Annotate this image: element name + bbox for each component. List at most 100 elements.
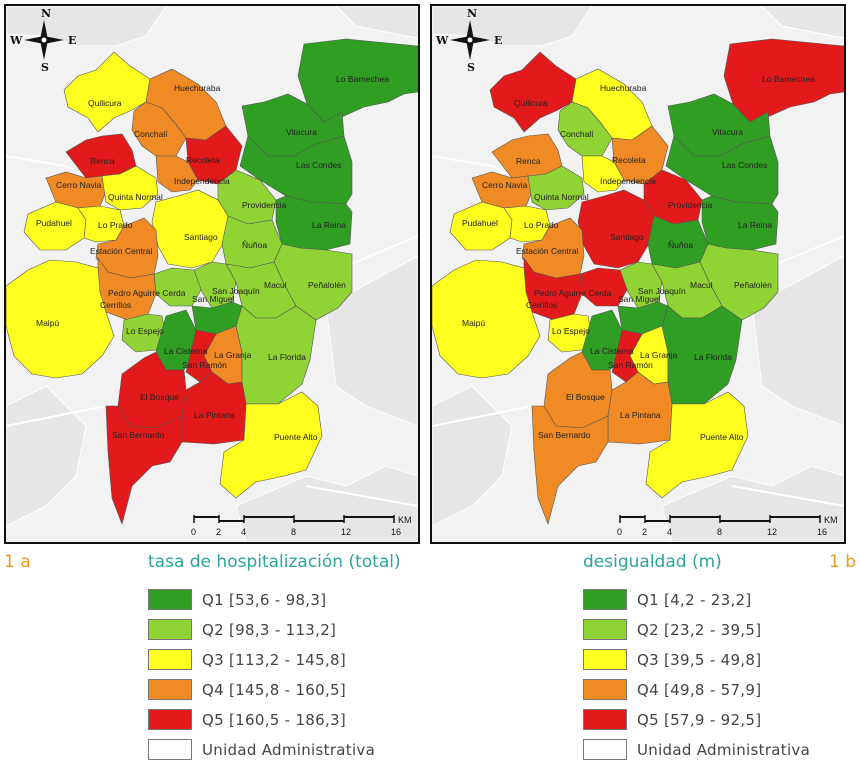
map-title-1b: desigualdad (m) (583, 552, 722, 572)
comuna-san-joaquin (193, 261, 237, 309)
comuna-label-maipu: Maipú (36, 318, 59, 328)
surrounding-terrain (325, 255, 418, 427)
comuna-labels: Lo Barnechea Quilicura Huechuraba Conchalí V… (462, 74, 815, 442)
comuna-label-pudahuel: Pudahuel (462, 218, 498, 228)
comuna-label-penalolen: Peñalolén (308, 280, 346, 290)
scale-tick-label: 8 (291, 527, 296, 537)
comuna-la-reina (701, 195, 779, 251)
comuna-la-reina (275, 195, 353, 251)
legend-swatch-q3 (583, 649, 627, 670)
comuna-label-puente-alto: Puente Alto (700, 432, 744, 442)
comuna-label-cerro-navia: Cerro Navia (56, 180, 102, 190)
scale-tick-label: 16 (817, 527, 827, 537)
choropleth-map-1b: Lo Barnechea Quilicura Huechuraba Conchalí V… (432, 6, 844, 542)
comuna-label-la-florida: La Florida (268, 352, 306, 362)
compass-rose-icon: N S E W (9, 7, 76, 74)
comuna-label-macul: Macul (264, 280, 287, 290)
comuna-label-nunoa: Ñuñoa (668, 240, 693, 250)
surrounding-terrain (235, 465, 418, 542)
comuna-label-renca: Renca (516, 156, 541, 166)
comuna-label-independencia: Independencia (600, 176, 656, 186)
scale-tick-label: 4 (241, 527, 246, 537)
scale-tick-label: 0 (191, 527, 196, 537)
scale-unit-label: KM (824, 515, 838, 525)
comuna-label-huechuraba: Huechuraba (174, 83, 221, 93)
comuna-label-la-cisterna: La Cisterna (590, 346, 634, 356)
legend-swatch-admin (583, 739, 627, 760)
comuna-pedro-aguirre-cerda (153, 267, 203, 307)
legend-label: Q5 [57,9 - 92,5] (637, 711, 762, 729)
road-line (345, 235, 418, 267)
comuna-label-las-condes: Las Condes (296, 160, 341, 170)
comuna-label-maipu: Maipú (462, 318, 485, 328)
comuna-independencia (581, 155, 625, 193)
comuna-label-lo-prado: Lo Prado (524, 220, 559, 230)
legend-swatch-q1 (583, 589, 627, 610)
legend-label: Q1 [4,2 - 23,2] (637, 591, 752, 609)
comuna-label-el-bosque: El Bosque (566, 392, 605, 402)
compass-letter-s: S (467, 61, 475, 74)
comuna-label-san-bernardo: San Bernardo (112, 430, 165, 440)
scale-tick-label: 2 (642, 527, 647, 537)
map-panel-1a: Lo Barnechea Quilicura Huechuraba Conchalí V… (4, 4, 420, 544)
comuna-label-la-granja: La Granja (214, 350, 252, 360)
compass-letter-w: W (435, 34, 449, 47)
comuna-pedro-aguirre-cerda (579, 267, 629, 307)
comuna-label-cerrillos: Cerrillos (526, 300, 557, 310)
comuna-label-pedro-aguirre-cerda: Pedro Aguirre Cerda (108, 288, 186, 298)
comuna-label-huechuraba: Huechuraba (600, 83, 647, 93)
road-line (6, 405, 107, 427)
comuna-label-penalolen: Peñalolén (734, 280, 772, 290)
scale-tick-label: 4 (667, 527, 672, 537)
legend-swatch-admin (148, 739, 192, 760)
comuna-label-cerrillos: Cerrillos (100, 300, 131, 310)
map-title-1a: tasa de hospitalización (total) (148, 552, 401, 572)
comuna-label-el-bosque: El Bosque (140, 392, 179, 402)
comuna-label-la-cisterna: La Cisterna (164, 346, 208, 356)
comuna-puente-alto (219, 391, 323, 499)
comuna-label-santiago: Santiago (184, 232, 218, 242)
compass-letter-n: N (467, 7, 477, 20)
scale-tick-label: 16 (391, 527, 401, 537)
comuna-label-quilicura: Quilicura (514, 98, 548, 108)
compass-letter-e: E (68, 34, 76, 47)
comuna-label-cerro-navia: Cerro Navia (482, 180, 528, 190)
legend-swatch-q5 (583, 709, 627, 730)
scale-tick-label: 2 (216, 527, 221, 537)
compass-letter-n: N (41, 7, 51, 20)
comuna-lo-barnechea (297, 38, 418, 123)
legend-label: Unidad Administrativa (637, 741, 811, 759)
scale-tick-label: 12 (341, 527, 351, 537)
comuna-conchali (131, 101, 187, 157)
comuna-label-recoleta: Recoleta (186, 155, 220, 165)
compass-letter-e: E (494, 34, 502, 47)
comuna-label-san-miguel: San Miguel (618, 294, 661, 304)
figure-label-1a: 1 a (4, 552, 31, 572)
comuna-label-estacion-central: Estación Central (516, 246, 578, 256)
legend-swatch-q2 (148, 619, 192, 640)
comuna-label-renca: Renca (90, 156, 115, 166)
legend-label: Q3 [113,2 - 145,8] (202, 651, 347, 669)
comuna-san-joaquin (619, 261, 663, 309)
comuna-label-quinta-normal: Quinta Normal (534, 192, 589, 202)
comuna-label-san-ramon: San Ramón (608, 360, 653, 370)
comuna-la-florida (661, 305, 743, 405)
legend-swatch-q4 (148, 679, 192, 700)
compass-center (466, 36, 474, 44)
comuna-independencia (155, 155, 199, 193)
legend-label: Q2 [23,2 - 39,5] (637, 621, 762, 639)
comuna-labels: Lo Barnechea Quilicura Huechuraba Conchalí V… (36, 74, 389, 442)
comuna-label-san-ramon: San Ramón (182, 360, 227, 370)
comuna-conchali (557, 101, 613, 157)
comuna-label-pudahuel: Pudahuel (36, 218, 72, 228)
comuna-label-macul: Macul (690, 280, 713, 290)
surrounding-terrain (761, 6, 844, 39)
comuna-label-san-joaquin: San Joaquín (212, 286, 260, 296)
comuna-la-florida (235, 305, 317, 405)
comuna-label-la-reina: La Reina (738, 220, 772, 230)
comuna-label-independencia: Independencia (174, 176, 230, 186)
comuna-label-las-condes: Las Condes (722, 160, 767, 170)
comuna-san-bernardo (105, 405, 183, 525)
road-line (771, 235, 844, 267)
comuna-label-lo-espejo: Lo Espejo (126, 326, 164, 336)
